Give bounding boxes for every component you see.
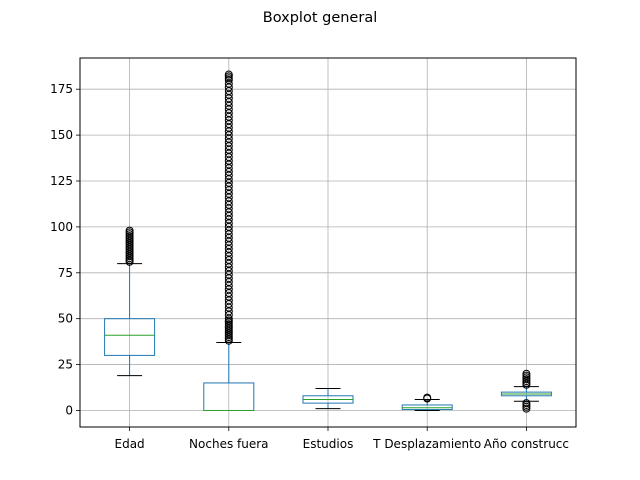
grid-lines bbox=[80, 58, 576, 427]
x-tick-label: Estudios bbox=[303, 437, 354, 451]
y-tick-label: 150 bbox=[50, 128, 73, 142]
box-group bbox=[401, 393, 453, 411]
outlier-point bbox=[224, 70, 233, 79]
box-group bbox=[203, 70, 255, 411]
y-tick-label: 125 bbox=[50, 174, 73, 188]
y-tick-label: 25 bbox=[58, 358, 73, 372]
x-tick-label: Año construcc bbox=[484, 437, 569, 451]
y-tick-label: 0 bbox=[65, 403, 73, 417]
y-tick-label: 175 bbox=[50, 82, 73, 96]
outlier-point bbox=[522, 369, 531, 378]
boxes bbox=[104, 70, 552, 413]
axes: 0 25 50 75 100 125 150 175 Edad Noches fuera Estud… bbox=[50, 82, 569, 451]
x-tick-label: Edad bbox=[115, 437, 145, 451]
y-tick-label: 100 bbox=[50, 220, 73, 234]
x-tick-label: Noches fuera bbox=[189, 437, 268, 451]
outlier-point bbox=[125, 226, 134, 235]
plot-frame bbox=[79, 57, 577, 428]
x-tick-label: T Desplazamiento bbox=[372, 437, 481, 451]
chart-title: Boxplot general bbox=[263, 10, 377, 26]
outlier-point bbox=[423, 393, 432, 402]
box-group bbox=[500, 369, 552, 413]
box-group bbox=[104, 226, 156, 377]
iqr-box bbox=[104, 318, 156, 356]
box-group bbox=[302, 387, 354, 410]
y-tick-label: 75 bbox=[58, 266, 73, 280]
outlier-point bbox=[522, 399, 531, 408]
y-tick-label: 50 bbox=[58, 312, 73, 326]
